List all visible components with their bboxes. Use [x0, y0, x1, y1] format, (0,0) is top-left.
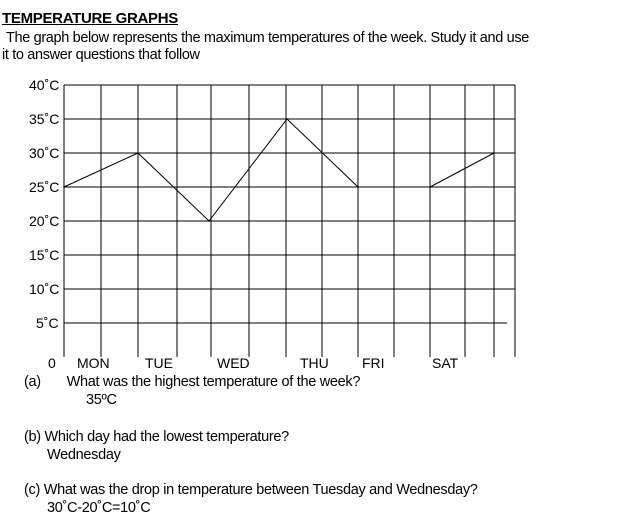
y-tick-label: 5˚C	[36, 315, 59, 331]
x-origin-label: 0	[48, 355, 56, 371]
y-tick-label: 30˚C	[29, 145, 59, 161]
answer-c: 30˚C-20˚C=10˚C	[47, 500, 151, 516]
data-point-wed	[208, 220, 210, 222]
intro-line-2: it to answer questions that follow	[2, 47, 200, 63]
y-axis-labels: 5˚C 10˚C 15˚C 20˚C 25˚C 30˚C 35˚C 40˚C	[29, 77, 59, 331]
question-a-text: What was the highest temperature of the …	[66, 374, 361, 390]
y-tick-label: 20˚C	[29, 213, 59, 229]
intro-text: The graph below represents the maximum t…	[2, 30, 612, 64]
question-c: (c) What was the drop in temperature bet…	[24, 482, 478, 498]
data-point-fri	[357, 186, 359, 188]
y-tick-label: 35˚C	[29, 111, 59, 127]
question-a-label: (a)	[24, 374, 41, 390]
answer-b: Wednesday	[47, 447, 121, 463]
x-axis-labels: 0 MON TUE WED THU FRI SAT	[48, 355, 459, 371]
y-tick-label: 25˚C	[29, 179, 59, 195]
data-point-sat	[429, 186, 431, 188]
x-tick-label: SAT	[432, 355, 459, 371]
temperature-series	[63, 118, 495, 222]
data-point-thu	[286, 118, 288, 120]
x-tick-label: TUE	[145, 355, 173, 371]
page-title: TEMPERATURE GRAPHS	[2, 10, 178, 27]
data-point-sat-end	[493, 152, 495, 154]
y-tick-label: 10˚C	[29, 281, 59, 297]
x-tick-label: FRI	[362, 355, 385, 371]
x-tick-label: THU	[300, 355, 329, 371]
intro-line-1: The graph below represents the maximum t…	[6, 30, 529, 46]
question-a: (a) What was the highest temperature of …	[24, 373, 360, 391]
chart-grid	[63, 84, 516, 357]
data-point-tue	[137, 152, 139, 154]
y-tick-label: 15˚C	[29, 247, 59, 263]
question-b: (b) Which day had the lowest temperature…	[24, 429, 289, 445]
y-tick-label: 40˚C	[29, 77, 59, 93]
data-point-mon	[63, 186, 65, 188]
x-tick-label: MON	[77, 355, 110, 371]
series-line-segment-1	[429, 152, 495, 188]
x-tick-label: WED	[217, 355, 250, 371]
answer-a: 35ºC	[86, 392, 117, 408]
